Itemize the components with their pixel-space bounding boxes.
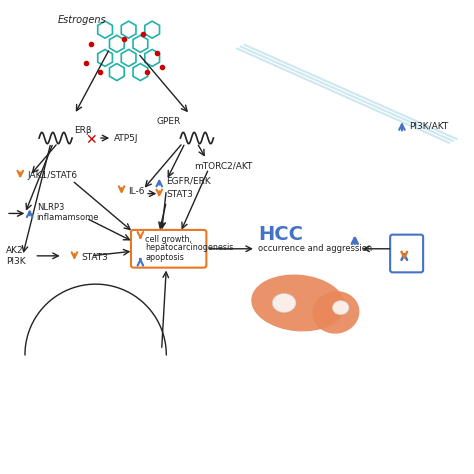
Text: NLRP3
inflamamsome: NLRP3 inflamamsome — [36, 203, 99, 222]
FancyBboxPatch shape — [131, 230, 206, 268]
Text: IL-6: IL-6 — [128, 187, 145, 196]
Text: HCC: HCC — [258, 225, 303, 244]
Ellipse shape — [312, 291, 359, 334]
Text: AK2
PI3K: AK2 PI3K — [6, 246, 26, 265]
Text: GPER: GPER — [157, 117, 181, 126]
Text: cell growth,: cell growth, — [145, 235, 192, 244]
Text: mTORC2/AKT: mTORC2/AKT — [195, 162, 253, 171]
Text: ATP5J: ATP5J — [114, 134, 138, 143]
Text: JAK1/STAT6: JAK1/STAT6 — [27, 171, 77, 180]
Ellipse shape — [273, 293, 296, 312]
Text: PI3K/AKT: PI3K/AKT — [409, 122, 448, 131]
Ellipse shape — [332, 301, 349, 315]
Ellipse shape — [251, 274, 345, 331]
Text: EGFR/ERK: EGFR/ERK — [166, 177, 211, 186]
FancyBboxPatch shape — [390, 235, 423, 273]
Text: apoptosis: apoptosis — [145, 253, 184, 262]
Text: STAT3: STAT3 — [166, 190, 193, 199]
Text: ERβ: ERβ — [74, 127, 92, 136]
Text: occurrence and aggression: occurrence and aggression — [258, 244, 373, 253]
Text: hepatocarcinogenesis: hepatocarcinogenesis — [145, 243, 234, 252]
Text: STAT3: STAT3 — [82, 253, 109, 262]
Text: ✕: ✕ — [85, 133, 97, 147]
Text: Estrogens: Estrogens — [58, 15, 107, 25]
